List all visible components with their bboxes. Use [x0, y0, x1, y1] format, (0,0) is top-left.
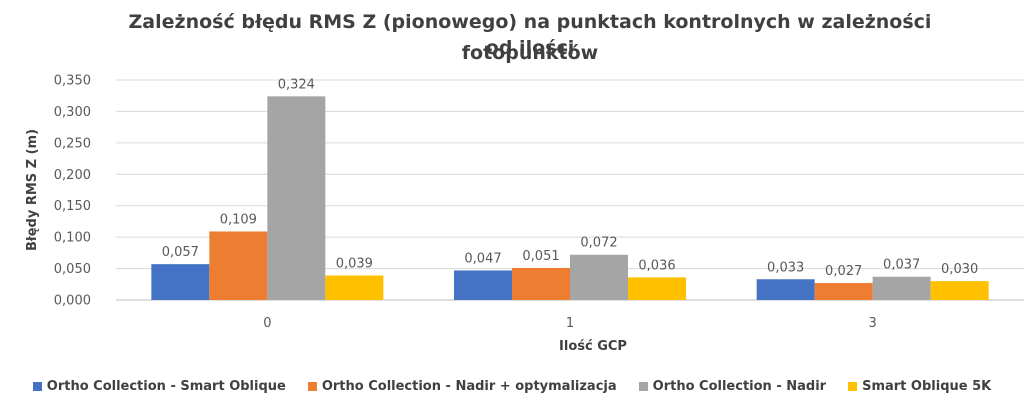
bar	[628, 277, 686, 300]
bar	[454, 270, 512, 300]
chart-title-line-1: Zależność błędu RMS Z (pionowego) na pun…	[128, 11, 932, 59]
data-label: 0,324	[278, 77, 315, 92]
chart-title-line-2: fotopunktów	[461, 42, 599, 64]
bar	[814, 283, 873, 300]
legend-label: Ortho Collection - Smart Oblique	[46, 378, 286, 394]
data-label: 0,047	[464, 251, 501, 266]
data-label: 0,037	[883, 258, 920, 273]
bar	[512, 267, 570, 300]
x-axis-title: Ilość GCP	[559, 339, 627, 354]
bar	[267, 96, 326, 300]
bar	[151, 264, 210, 300]
data-label: 0,030	[941, 262, 978, 277]
bar	[325, 275, 384, 300]
legend-item: Smart Oblique 5K	[848, 379, 991, 394]
bar	[756, 279, 815, 300]
bar	[872, 276, 931, 300]
data-label: 0,057	[162, 245, 199, 260]
y-axis-title: Błędy RMS Z (m)	[25, 129, 40, 251]
legend-item: Ortho Collection - Nadir	[638, 378, 827, 394]
bar	[209, 231, 268, 300]
y-tick-label: 0,250	[54, 136, 91, 151]
data-label: 0,039	[336, 256, 373, 271]
y-tick-label: 0,150	[54, 199, 91, 214]
y-tick-label: 0,350	[54, 74, 91, 89]
data-label: 0,072	[580, 236, 617, 251]
data-label: 0,027	[825, 264, 862, 279]
legend-label: Ortho Collection - Nadir + optymalizacja	[321, 378, 617, 394]
legend-label: Smart Oblique 5K	[862, 378, 992, 394]
legend-swatch	[848, 381, 858, 391]
legend: Ortho Collection - Smart Oblique Ortho Co…	[0, 376, 1024, 396]
y-tick-label: 0,100	[54, 231, 91, 246]
data-label: 0,036	[638, 258, 675, 273]
x-tick-label: 1	[566, 316, 574, 331]
x-tick-label: 3	[869, 316, 877, 331]
legend-swatch	[307, 381, 317, 391]
y-tick-label: 0,200	[54, 168, 91, 183]
y-tick-label: 0,050	[54, 262, 91, 277]
data-label: 0,033	[767, 260, 804, 275]
bar	[570, 254, 628, 300]
y-tick-label: 0,300	[54, 105, 91, 120]
data-label: 0,109	[220, 212, 257, 227]
legend-item: Ortho Collection - Nadir + optymalizacja	[307, 378, 617, 394]
legend-swatch	[32, 381, 42, 391]
legend-swatch	[638, 381, 648, 391]
y-tick-label: 0,000	[54, 294, 91, 309]
legend-item: Ortho Collection - Smart Oblique	[32, 378, 286, 394]
x-tick-label: 0	[263, 316, 271, 331]
bar	[930, 281, 989, 300]
legend-label: Ortho Collection - Nadir	[652, 378, 827, 394]
data-label: 0,051	[522, 249, 559, 264]
